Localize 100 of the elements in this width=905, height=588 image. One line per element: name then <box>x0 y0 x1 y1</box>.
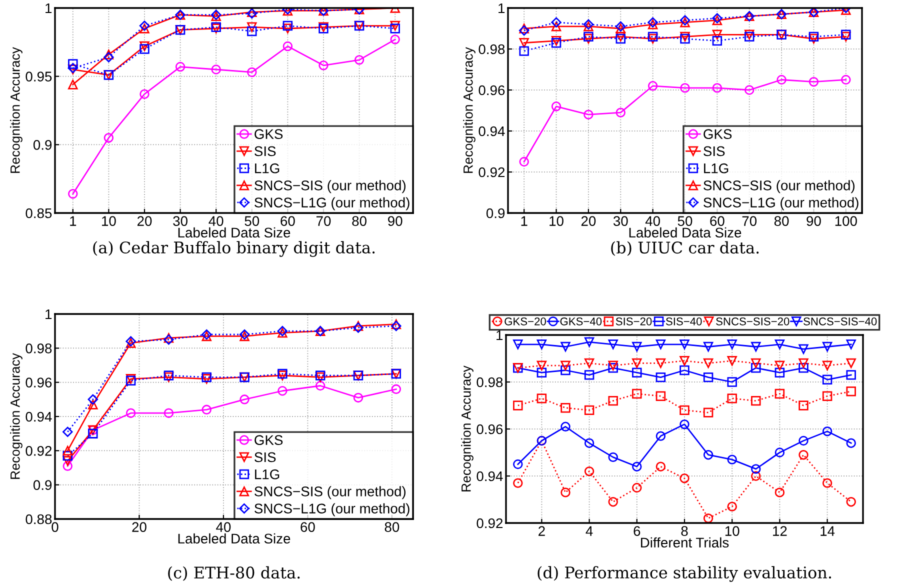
point <box>584 370 594 380</box>
legend-label: SNCS−SIS−40 <box>804 318 877 326</box>
point <box>282 41 293 52</box>
point <box>774 340 785 350</box>
x-axis-title: Labeled Data Size <box>178 533 290 544</box>
point <box>560 365 570 376</box>
point <box>774 448 785 458</box>
point <box>680 340 690 350</box>
point <box>774 368 785 378</box>
point <box>140 41 150 52</box>
point <box>318 60 328 70</box>
point <box>632 368 642 378</box>
point <box>656 462 666 472</box>
point <box>513 459 523 470</box>
y-tick-label: 0.98 <box>478 44 505 54</box>
point <box>822 478 832 488</box>
point <box>518 25 530 36</box>
point <box>744 85 754 95</box>
point <box>551 22 562 32</box>
legend-label: SNCS−L1G (our method) <box>254 197 410 210</box>
point <box>808 76 819 87</box>
point <box>247 22 257 32</box>
point <box>247 67 257 78</box>
point <box>88 428 98 438</box>
point <box>822 360 832 370</box>
point <box>798 436 808 446</box>
x-tick-label: 1 <box>521 216 528 226</box>
point <box>390 24 400 34</box>
point <box>712 30 722 40</box>
point <box>608 340 618 350</box>
point <box>774 360 785 370</box>
y-tick-label: 0.95 <box>26 72 52 82</box>
y-tick-label: 0.85 <box>26 208 52 218</box>
point <box>140 24 150 34</box>
point <box>776 74 786 85</box>
y-tick-label: 0.96 <box>478 85 505 96</box>
text: (b) UIUC car data. <box>611 241 759 256</box>
point <box>680 405 690 416</box>
text: (a) Cedar Buffalo binary digit data. <box>93 241 375 257</box>
x-tick-label: 50 <box>678 216 692 226</box>
point <box>247 26 257 36</box>
point <box>608 396 618 406</box>
point <box>390 20 400 31</box>
x-tick-label: 40 <box>645 216 660 226</box>
point <box>656 431 666 441</box>
x-tick-label: 10 <box>102 216 116 226</box>
point <box>616 108 626 118</box>
point <box>822 342 832 352</box>
point <box>560 422 570 432</box>
point <box>62 446 72 456</box>
point <box>703 450 714 460</box>
point <box>846 496 856 507</box>
point <box>354 55 364 65</box>
point <box>712 36 722 46</box>
point <box>703 358 714 368</box>
x-tick-label: 2 <box>538 526 545 536</box>
x-tick-label: 1 <box>70 216 76 226</box>
point <box>656 358 666 368</box>
point <box>536 340 547 350</box>
x-axis-title: Different Trials <box>640 537 729 548</box>
point <box>126 408 136 418</box>
point <box>608 496 618 507</box>
point <box>727 394 737 404</box>
point <box>62 461 72 471</box>
point <box>519 46 529 56</box>
point <box>798 344 808 354</box>
point <box>536 368 547 378</box>
x-tick-label: 60 <box>280 216 295 226</box>
y-tick-label: 0.96 <box>476 424 503 434</box>
point <box>751 396 761 406</box>
legend-label: L1G <box>704 163 728 174</box>
point <box>88 400 98 410</box>
point <box>774 388 785 399</box>
point <box>703 372 714 382</box>
point <box>608 360 618 370</box>
y-tick-label: 0.88 <box>26 514 52 524</box>
point <box>584 110 594 120</box>
y-tick-label: 0.96 <box>26 378 52 388</box>
point <box>727 340 737 350</box>
y-axis-title: Recognition Accuracy <box>463 47 476 173</box>
point <box>391 384 402 394</box>
point <box>846 340 856 350</box>
point <box>846 386 856 396</box>
x-tick-label: 30 <box>613 216 628 226</box>
point <box>519 38 529 48</box>
point <box>104 132 114 143</box>
point <box>584 337 594 347</box>
point <box>727 377 737 387</box>
point <box>703 342 714 352</box>
point <box>680 356 690 366</box>
y-tick-label: 0.94 <box>26 412 52 422</box>
x-tick-label: 12 <box>773 526 787 536</box>
x-tick-label: 0 <box>52 522 58 532</box>
point <box>822 391 832 401</box>
x-axis-title: Labeled Data Size <box>178 227 290 238</box>
x-tick-label: 70 <box>742 216 757 226</box>
y-tick-label: 1 <box>498 3 505 14</box>
point <box>798 400 808 410</box>
legend-label: SIS <box>704 146 725 156</box>
y-tick-label: 0.9 <box>486 208 505 218</box>
